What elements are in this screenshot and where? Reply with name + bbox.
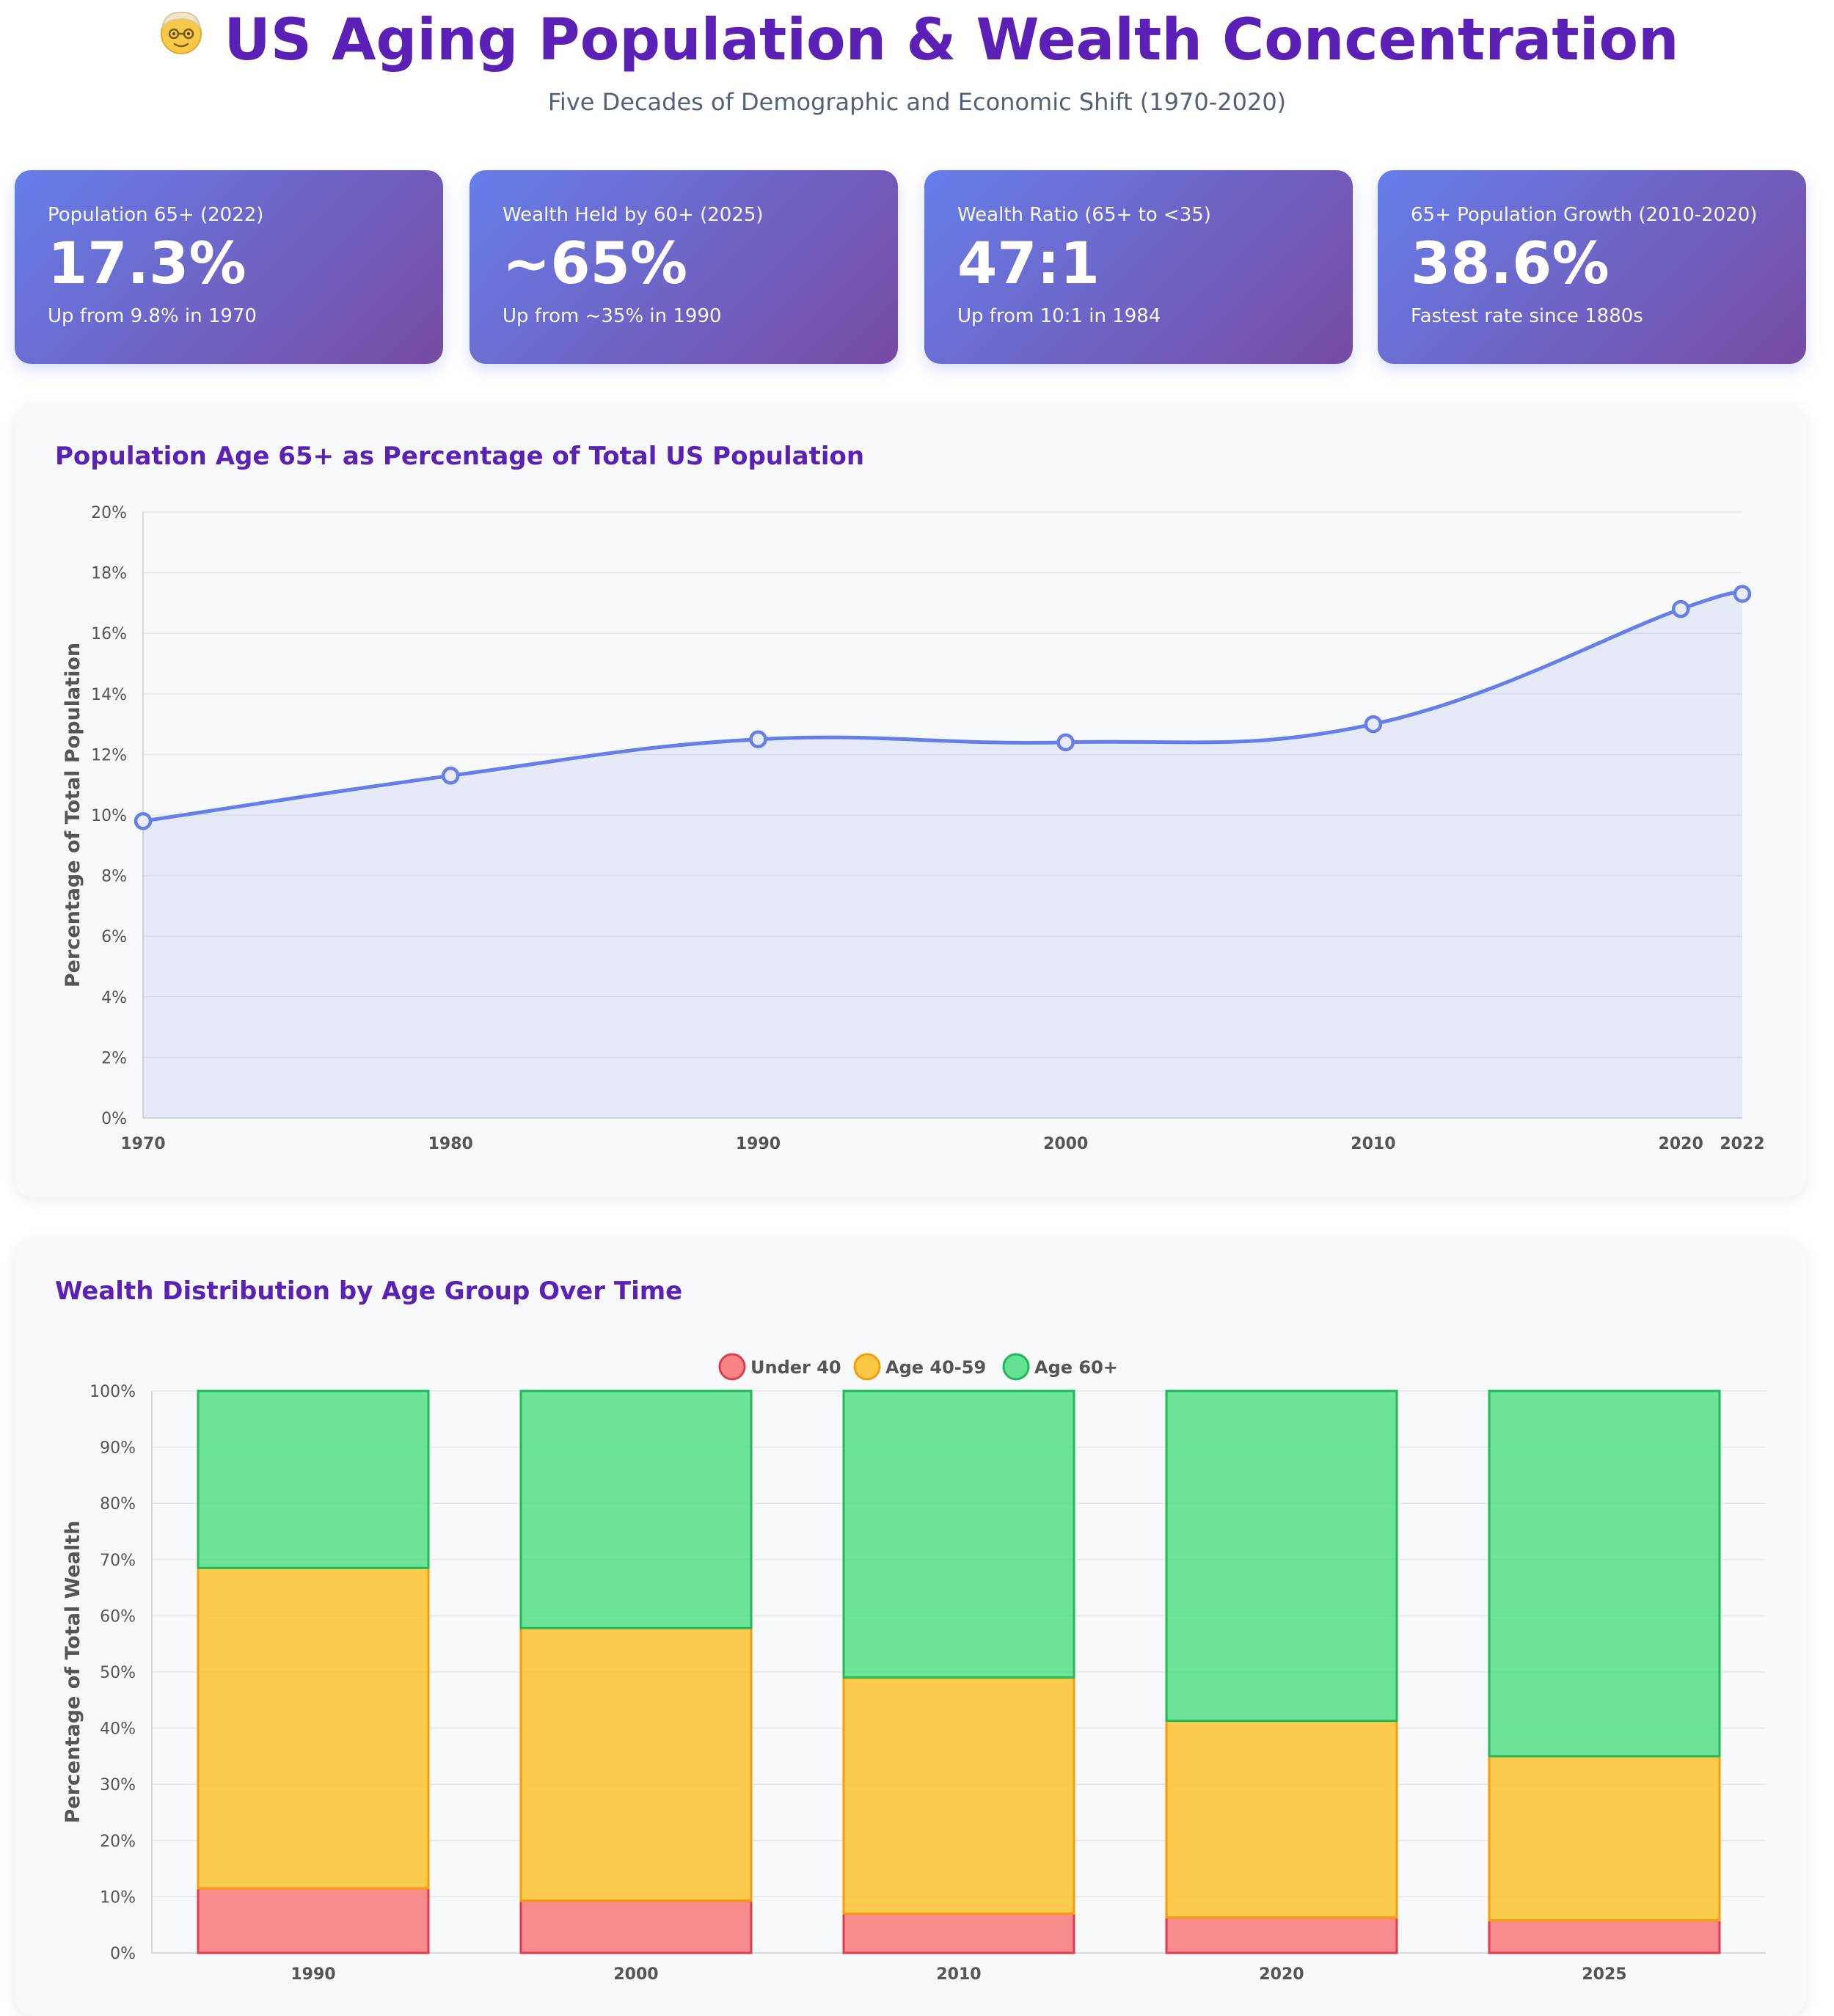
page-title-text: US Aging Population & Wealth Concentrati… (224, 7, 1679, 73)
population-chart-panel: Population Age 65+ as Percentage of Tota… (15, 403, 1806, 1197)
population-chart-title: Population Age 65+ as Percentage of Tota… (55, 442, 865, 471)
stat-card-wealth-held: Wealth Held by 60+ (2025) ~65% Up from ~… (470, 170, 898, 364)
stat-card-label: Population 65+ (2022) (48, 204, 264, 226)
stat-card-value: 47:1 (957, 231, 1100, 297)
older-person-icon (155, 6, 208, 73)
stat-card-note: Fastest rate since 1880s (1411, 304, 1643, 327)
stat-card-note: Up from ~35% in 1990 (503, 304, 722, 327)
wealth-chart-panel: Wealth Distribution by Age Group Over Ti… (15, 1238, 1806, 2016)
stat-card-population: Population 65+ (2022) 17.3% Up from 9.8%… (15, 170, 443, 364)
stat-card-label: Wealth Ratio (65+ to <35) (957, 204, 1211, 226)
stat-card-value: ~65% (503, 231, 688, 297)
stat-card-note: Up from 10:1 in 1984 (957, 304, 1161, 327)
stat-card-wealth-ratio: Wealth Ratio (65+ to <35) 47:1 Up from 1… (924, 170, 1353, 364)
stat-card-value: 38.6% (1411, 231, 1610, 297)
stat-card-label: 65+ Population Growth (2010-2020) (1411, 204, 1758, 226)
stat-card-growth: 65+ Population Growth (2010-2020) 38.6% … (1378, 170, 1806, 364)
page-title: US Aging Population & Wealth Concentrati… (0, 7, 1834, 77)
stat-card-label: Wealth Held by 60+ (2025) (503, 204, 764, 226)
stat-card-note: Up from 9.8% in 1970 (48, 304, 257, 327)
page-subtitle: Five Decades of Demographic and Economic… (547, 88, 1287, 116)
stat-card-value: 17.3% (48, 231, 246, 297)
wealth-chart-title: Wealth Distribution by Age Group Over Ti… (55, 1277, 683, 1306)
